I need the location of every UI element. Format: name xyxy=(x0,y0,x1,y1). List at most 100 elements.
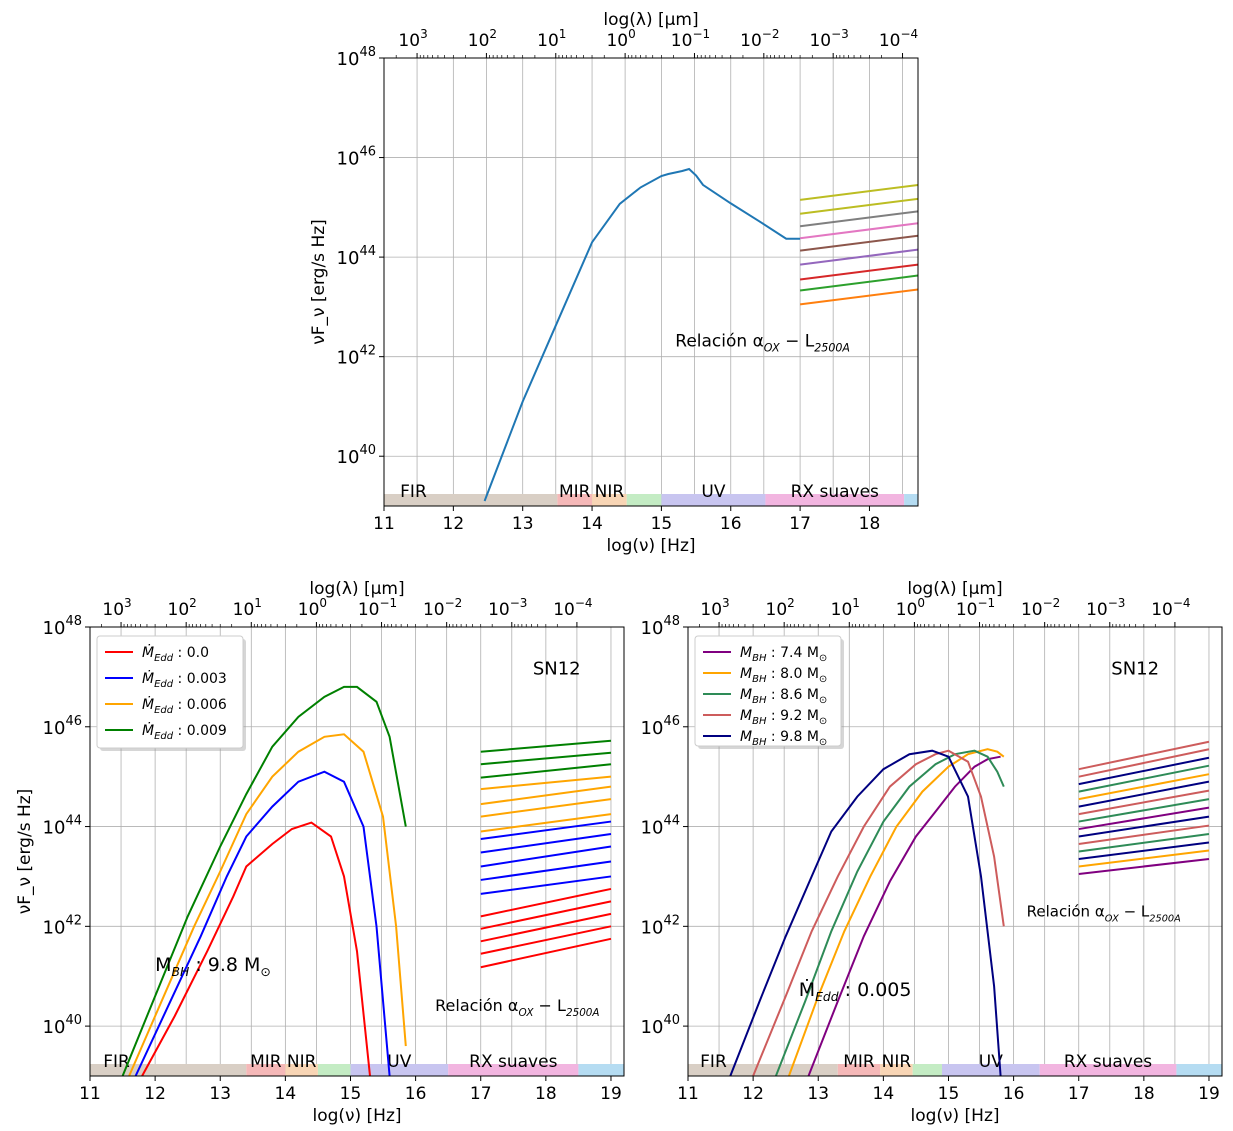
top-axis-label: log(λ) [μm] xyxy=(309,579,404,599)
legend-label: ṀEdd : 0.0 xyxy=(142,643,209,664)
legend-label: ṀEdd : 0.003 xyxy=(142,669,227,690)
y-tick-label: 1040 xyxy=(43,1013,82,1038)
band-label: UV xyxy=(387,1052,411,1072)
xray-line xyxy=(480,937,612,969)
x-tick-label: 14 xyxy=(275,1084,297,1104)
band-unlabeled xyxy=(317,1064,351,1076)
x-tick-label: 13 xyxy=(807,1084,829,1104)
x-tick-label: 18 xyxy=(1133,1084,1155,1104)
top-tick-label: 102 xyxy=(168,596,197,620)
band-label: NIR xyxy=(882,1052,912,1072)
xray-line xyxy=(1078,824,1210,846)
series-line xyxy=(807,755,1001,1076)
legend-label: MBH : 7.4 M⊙ xyxy=(740,645,827,664)
band-rx-suaves xyxy=(765,494,905,506)
xray-line xyxy=(480,912,612,943)
series-line xyxy=(128,733,407,1076)
xray-line xyxy=(799,197,918,215)
y-tick-label: 1044 xyxy=(43,814,82,839)
xray-line xyxy=(480,751,612,766)
x-tick-label: 16 xyxy=(720,514,742,534)
xray-line xyxy=(1078,815,1210,838)
y-tick-label: 1046 xyxy=(43,714,82,739)
xray-line xyxy=(480,775,612,791)
series-line xyxy=(774,749,1005,1076)
x-tick-label: 11 xyxy=(373,514,395,534)
band-nir xyxy=(592,494,627,506)
series-line xyxy=(787,748,1005,1076)
top-tick-label: 103 xyxy=(102,596,131,620)
x-tick-label: 14 xyxy=(581,514,603,534)
legend-label: MBH : 9.2 M⊙ xyxy=(740,708,827,727)
band-nir xyxy=(880,1064,913,1076)
plot-area: FIR MIR NIR UV RX suaves xyxy=(688,627,1222,1076)
xray-line xyxy=(480,813,612,833)
band-label: MIR xyxy=(843,1052,875,1072)
xray-line xyxy=(480,845,612,868)
band-rx-suaves xyxy=(1039,1064,1177,1076)
band-unlabeled xyxy=(904,494,918,506)
xray-line xyxy=(480,900,612,930)
series-line xyxy=(121,685,407,1076)
xray-line xyxy=(1078,798,1210,823)
band-label: FIR xyxy=(103,1052,130,1072)
x-tick-label: 16 xyxy=(405,1084,427,1104)
band-fir xyxy=(384,494,558,506)
y-tick-label: 1046 xyxy=(337,145,376,170)
band-label: NIR xyxy=(287,1052,317,1072)
band-unlabeled xyxy=(578,1064,624,1076)
x-tick-label: 12 xyxy=(443,514,465,534)
annotation: ṀEdd : 0.005 xyxy=(799,978,912,1004)
x-tick-label: 11 xyxy=(79,1084,101,1104)
annotation: SN12 xyxy=(533,658,581,679)
top-tick-label: 102 xyxy=(468,27,497,51)
xray-line xyxy=(480,820,612,841)
xray-line xyxy=(480,887,612,918)
y-tick-label: 1040 xyxy=(337,443,376,468)
plot-frame xyxy=(89,626,625,1077)
band-unlabeled xyxy=(912,1064,942,1076)
band-unlabeled xyxy=(626,494,662,506)
x-tick-label: 14 xyxy=(873,1084,895,1104)
x-axis-label: log(ν) [Hz] xyxy=(606,536,695,556)
xray-line xyxy=(480,833,612,854)
xray-line xyxy=(480,763,612,779)
x-tick-label: 13 xyxy=(512,514,534,534)
top-tick-label: 102 xyxy=(766,596,795,620)
xray-line xyxy=(1078,789,1210,816)
xray-line xyxy=(799,274,918,292)
chart-bottom-left: FIR MIR NIR UV RX suaves 11 12 13 14 15 16 17 18 19 10… xyxy=(15,579,625,1126)
x-tick-label: 12 xyxy=(144,1084,166,1104)
annotation: Relación αOX − L2500A xyxy=(435,996,599,1019)
annotation: Relación αOX − L2500A xyxy=(1027,902,1181,924)
plot-frame xyxy=(687,626,1223,1077)
top-tick-label: 10−3 xyxy=(1086,596,1125,620)
legend xyxy=(694,635,842,747)
legend-label: MBH : 8.0 M⊙ xyxy=(740,666,827,685)
y-tick-label: 1040 xyxy=(641,1013,680,1038)
x-tick-label: 19 xyxy=(1198,1084,1220,1104)
band-mir xyxy=(557,494,593,506)
xray-line xyxy=(480,739,612,753)
y-tick-label: 1044 xyxy=(337,244,376,269)
legend-label: ṀEdd : 0.006 xyxy=(142,695,227,716)
y-tick-label: 1042 xyxy=(43,913,82,938)
band-uv xyxy=(350,1064,449,1076)
band-mir xyxy=(246,1064,286,1076)
band-rx-suaves xyxy=(448,1064,579,1076)
series-line xyxy=(134,770,391,1076)
chart-top: FIR MIR NIR UV RX suaves 11 12 13 14 15 16 17 18 1040… xyxy=(309,10,919,556)
xray-line xyxy=(799,234,918,252)
xray-line xyxy=(1078,857,1210,875)
annotation: Relación αOX − L2500A xyxy=(675,332,850,355)
legend-label: MBH : 9.8 M⊙ xyxy=(740,729,827,748)
top-tick-label: 10−3 xyxy=(488,596,527,620)
band-label: NIR xyxy=(595,482,625,502)
top-tick-label: 10−1 xyxy=(358,596,397,620)
y-tick-label: 1048 xyxy=(641,614,680,639)
top-tick-label: 10−3 xyxy=(809,27,848,51)
xray-line xyxy=(1078,756,1210,786)
xray-line xyxy=(1078,833,1210,853)
top-tick-label: 100 xyxy=(896,596,925,620)
